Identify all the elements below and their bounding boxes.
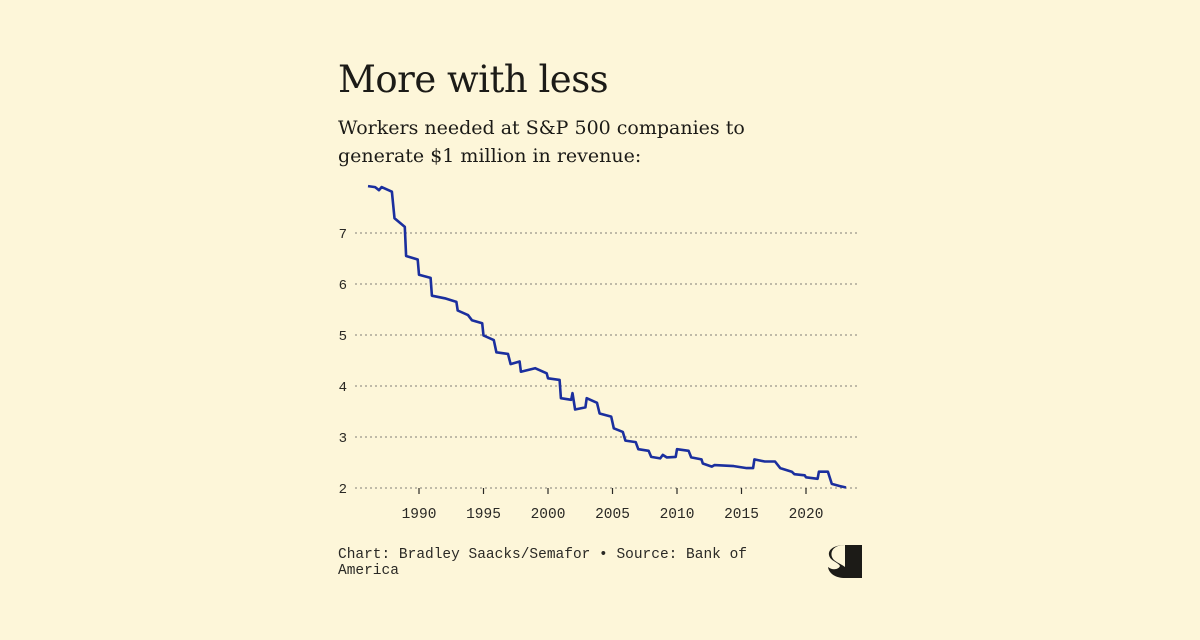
x-tick-label: 2005 [595,507,630,523]
x-tick-label: 1995 [466,507,501,523]
semafor-logo [828,545,862,578]
y-tick-label: 4 [339,380,347,396]
x-tick-label: 1990 [402,507,437,523]
y-tick-label: 3 [339,431,347,447]
x-tick-label: 2010 [660,507,695,523]
y-tick-label: 7 [339,227,347,243]
x-tick-label: 2020 [789,507,824,523]
chart-credit: Chart: Bradley Saacks/Semafor • Source: … [338,547,747,579]
chart-title: More with less [338,58,609,101]
x-tick-label: 2000 [531,507,566,523]
series-line [367,184,847,489]
y-tick-label: 6 [339,278,347,294]
y-tick-label: 5 [339,329,347,345]
x-tick-label: 2015 [724,507,759,523]
chart-subtitle: Workers needed at S&P 500 companies to g… [338,117,745,167]
y-tick-label: 2 [339,482,347,498]
